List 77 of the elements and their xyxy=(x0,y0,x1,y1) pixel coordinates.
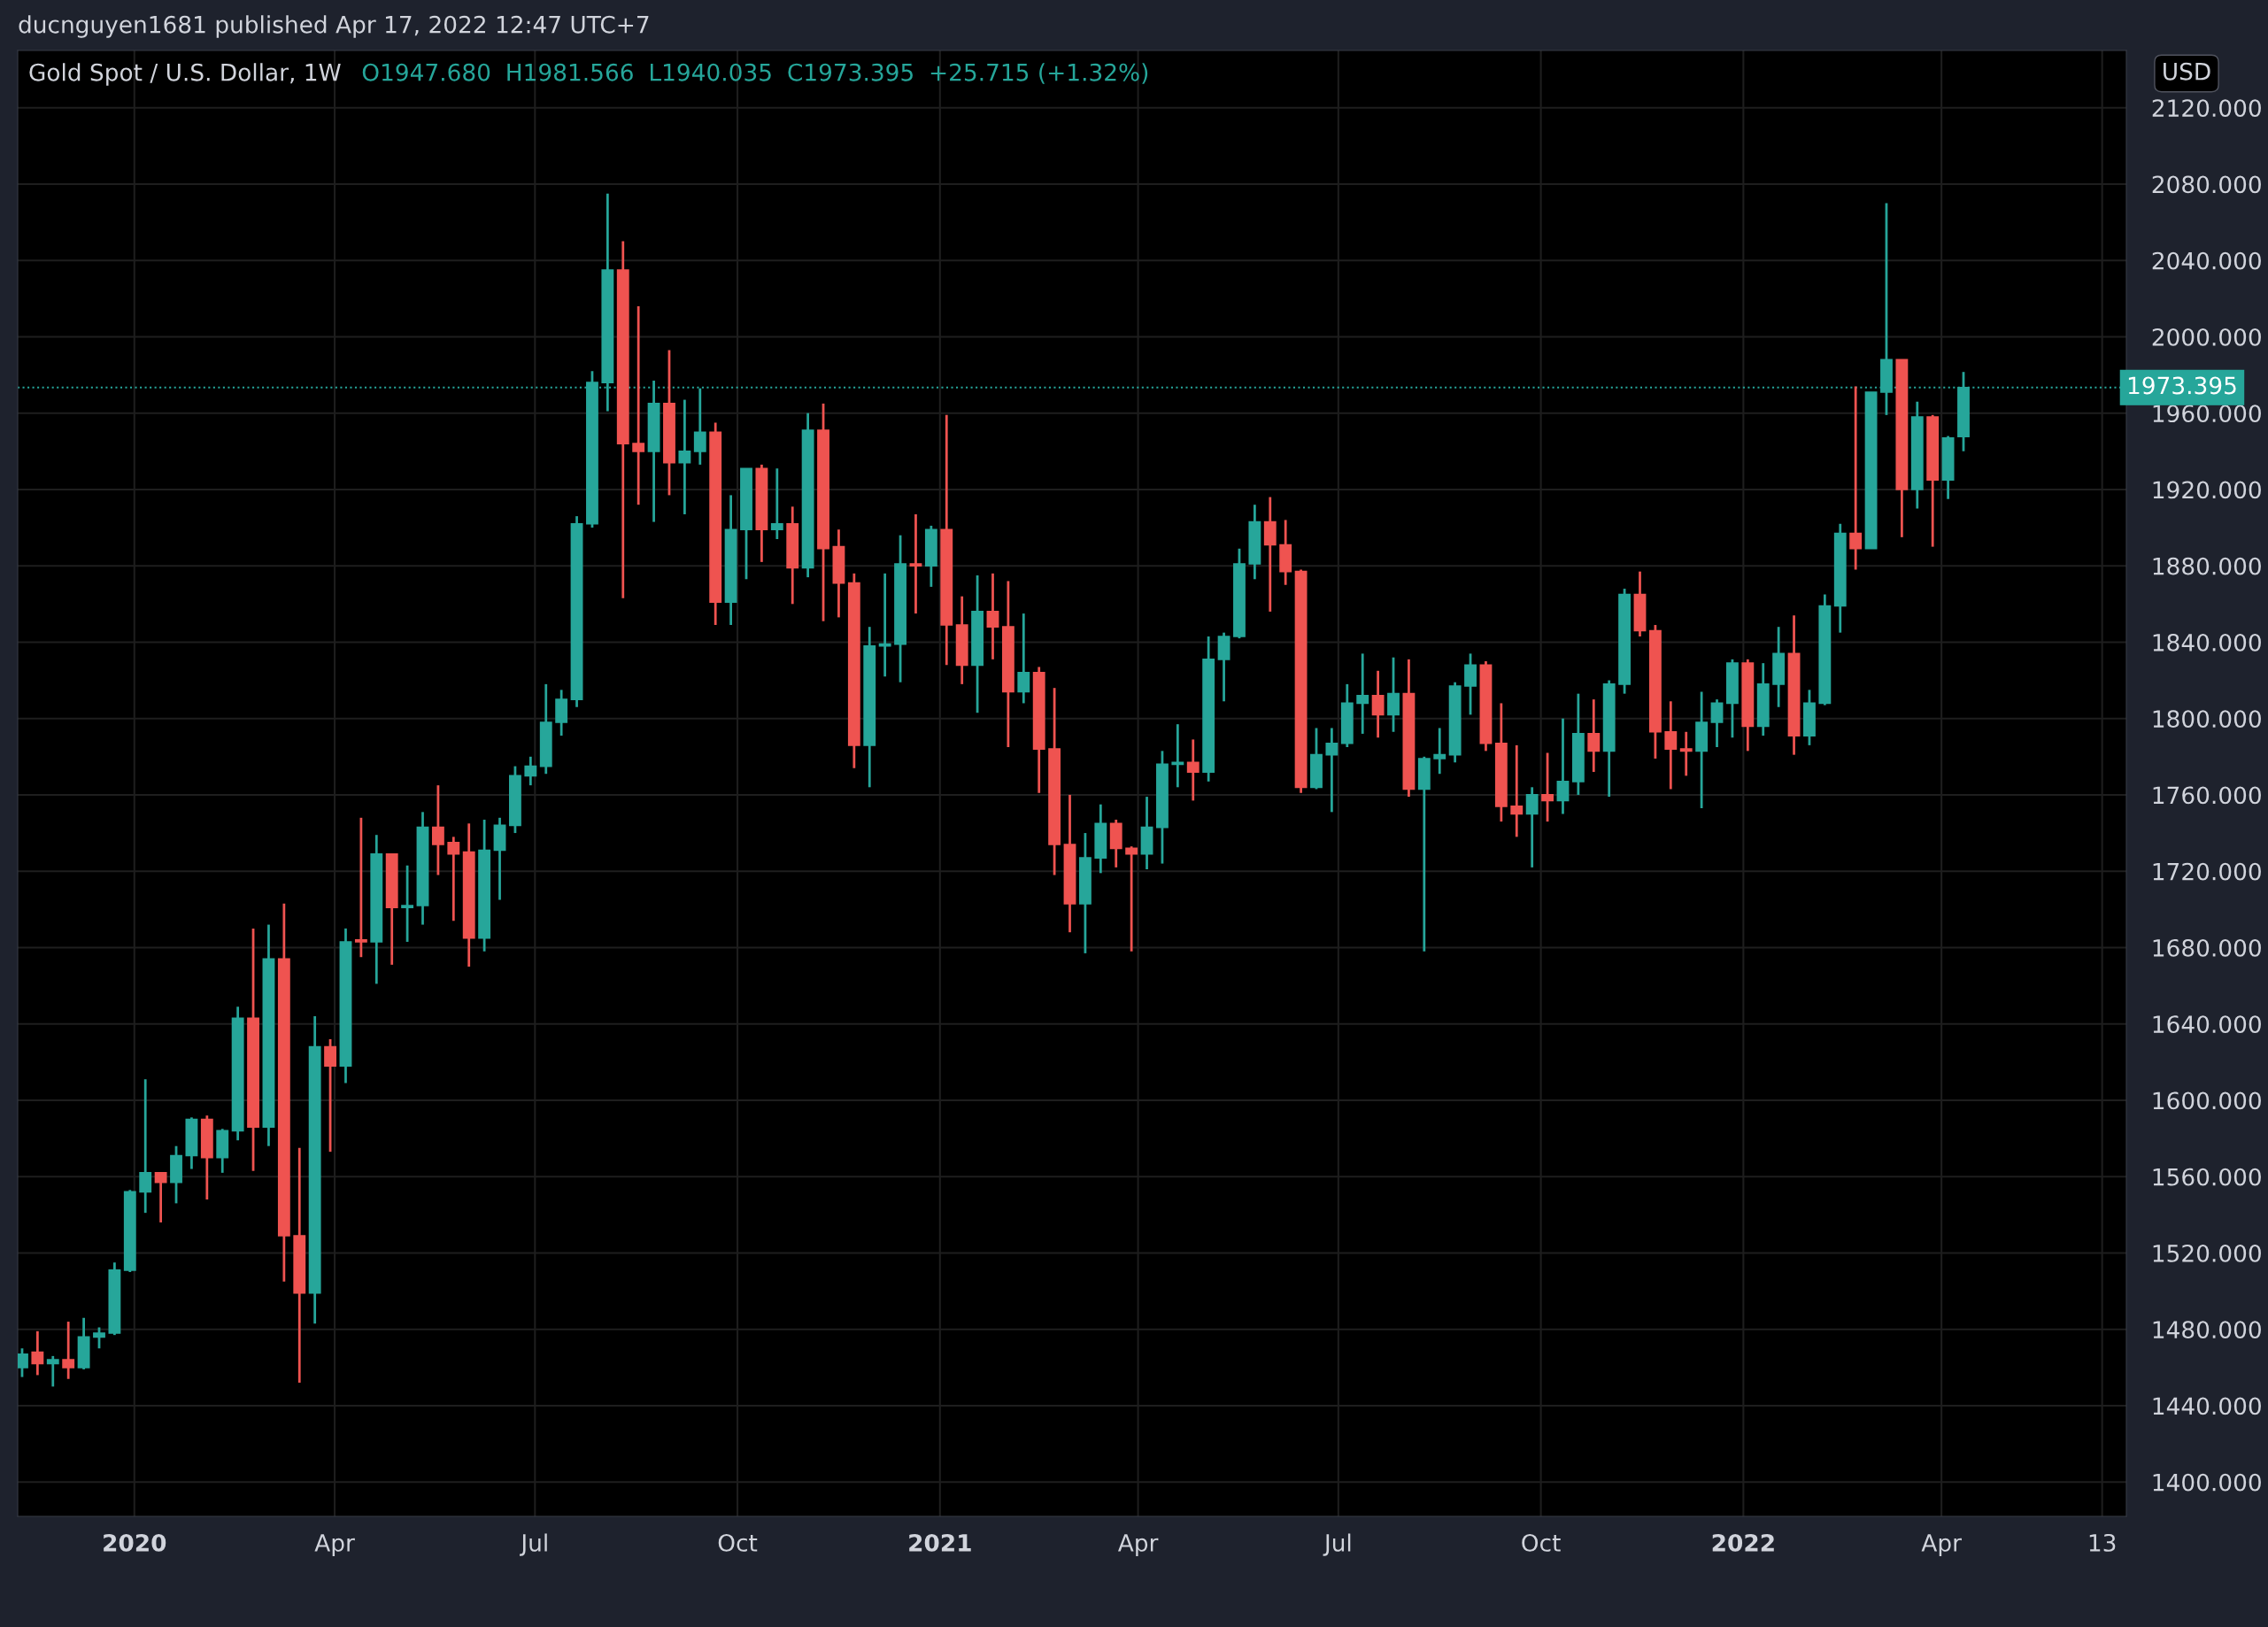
candlestick xyxy=(1186,738,1200,802)
x-tick-label: Apr xyxy=(1921,1534,1962,1556)
candlestick xyxy=(693,387,706,467)
y-tick-label: 1560.000 xyxy=(2153,1168,2261,1186)
annotation: L1940.035 xyxy=(651,63,771,81)
candlestick xyxy=(1371,669,1385,739)
y-tick-label: 1800.000 xyxy=(2153,710,2261,729)
y-tick-label: 2080.000 xyxy=(2152,175,2261,194)
candlestick xyxy=(93,1326,105,1350)
x-tick-label: 2020 xyxy=(104,1533,166,1552)
y-tick-label: 1440.000 xyxy=(2153,1397,2261,1415)
candlestick xyxy=(354,816,367,959)
annotation: H1981.566 xyxy=(507,63,633,81)
annotation: +25.715 (+1.32%) xyxy=(930,63,1148,84)
candlestick xyxy=(1017,612,1030,705)
candlestick xyxy=(1664,699,1678,790)
candlestick xyxy=(1325,727,1338,814)
candlestick xyxy=(1556,717,1570,815)
candlestick xyxy=(909,513,922,615)
y-tick-label: 1920.000 xyxy=(2153,481,2261,499)
candlestick xyxy=(1464,652,1477,716)
candlestick xyxy=(878,572,891,678)
y-tick-label: 2040.000 xyxy=(2152,251,2261,270)
candlestick xyxy=(678,398,691,516)
candlestick xyxy=(62,1320,75,1381)
x-tick-label: Apr xyxy=(1117,1534,1159,1556)
candlestick xyxy=(447,835,460,922)
candlestick xyxy=(1125,844,1138,953)
y-tick-label: 1880.000 xyxy=(2153,557,2261,575)
annotation: O1947.680 xyxy=(362,63,490,81)
candlestick xyxy=(1541,752,1554,823)
y-tick-label: 1720.000 xyxy=(2153,862,2261,881)
annotation: C1973.395 xyxy=(788,63,913,81)
y-tick-label: 1600.000 xyxy=(2153,1091,2261,1110)
candlestick xyxy=(1356,652,1369,736)
candlestick xyxy=(1710,698,1724,749)
y-tick-label: 1640.000 xyxy=(2153,1015,2261,1034)
x-tick-label: Apr xyxy=(314,1534,355,1556)
x-tick-label: Jul xyxy=(520,1533,547,1556)
text: Gold Spot / U.S. Dollar, 1W xyxy=(29,63,341,86)
candlestick xyxy=(524,755,537,787)
candlestick xyxy=(1387,656,1400,734)
y-tick-label: 2000.000 xyxy=(2152,328,2261,346)
x-tick-label: Jul xyxy=(1323,1533,1351,1556)
ref-line-label: 1973.395 xyxy=(2128,376,2236,395)
candlestick xyxy=(770,467,783,541)
candlestick xyxy=(1587,698,1601,774)
candlestick xyxy=(46,1354,59,1388)
candlestick xyxy=(431,783,444,876)
candlestick xyxy=(324,1037,336,1153)
y-tick-label: 1840.000 xyxy=(2153,633,2261,652)
y-tick-label: 1960.000 xyxy=(2153,405,2261,423)
y-tick-label: 1680.000 xyxy=(2153,938,2261,957)
text: USD xyxy=(2164,62,2210,81)
y-tick-label: 1400.000 xyxy=(2153,1473,2261,1492)
candlestick xyxy=(632,305,645,506)
text: ducnguyen1681 published Apr 17, 2022 12:47 UTC+7 xyxy=(19,15,649,38)
candlestick xyxy=(31,1330,44,1376)
candlestick xyxy=(1849,385,1863,571)
candlestick xyxy=(139,1077,152,1214)
y-tick-label: 1520.000 xyxy=(2153,1244,2261,1262)
y-tick-label: 1480.000 xyxy=(2153,1321,2261,1339)
candlestick xyxy=(1433,727,1446,775)
candlestick xyxy=(1171,722,1184,789)
candlestick xyxy=(986,572,999,661)
x-tick-label: Oct xyxy=(718,1533,758,1552)
candlestick xyxy=(401,864,414,944)
y-tick-label: 1760.000 xyxy=(2153,786,2261,805)
y-tick-label: 2120.000 xyxy=(2152,99,2261,118)
x-tick-label: 2021 xyxy=(909,1533,971,1552)
x-tick-label: Oct xyxy=(1522,1533,1561,1552)
candlestick xyxy=(1525,785,1539,869)
candlestick xyxy=(1679,730,1693,777)
candlestick xyxy=(154,1171,167,1224)
x-tick-label: 13 xyxy=(2089,1533,2116,1552)
candlestick xyxy=(1510,744,1524,838)
x-tick-label: 2022 xyxy=(1712,1533,1774,1552)
